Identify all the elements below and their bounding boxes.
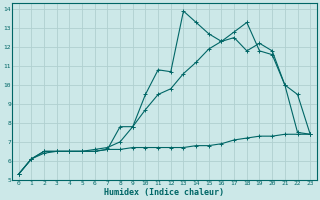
X-axis label: Humidex (Indice chaleur): Humidex (Indice chaleur): [104, 188, 224, 197]
